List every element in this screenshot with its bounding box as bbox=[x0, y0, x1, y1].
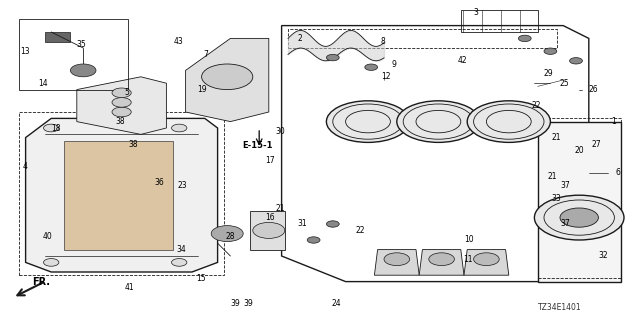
Circle shape bbox=[70, 64, 96, 77]
Polygon shape bbox=[419, 250, 464, 275]
Circle shape bbox=[534, 195, 624, 240]
Text: 15: 15 bbox=[196, 274, 205, 283]
Bar bbox=[461, 10, 538, 32]
Text: 27: 27 bbox=[592, 140, 602, 148]
Circle shape bbox=[518, 35, 531, 42]
Circle shape bbox=[253, 222, 285, 238]
Text: 13: 13 bbox=[20, 47, 30, 56]
Text: 16: 16 bbox=[265, 213, 275, 222]
Text: 36: 36 bbox=[155, 178, 164, 187]
Text: 41: 41 bbox=[125, 284, 134, 292]
Circle shape bbox=[112, 88, 131, 98]
Text: 6: 6 bbox=[616, 168, 621, 177]
Text: 7: 7 bbox=[204, 50, 209, 59]
Text: 21: 21 bbox=[275, 204, 285, 212]
Bar bbox=[250, 211, 285, 250]
Polygon shape bbox=[464, 250, 509, 275]
Circle shape bbox=[307, 237, 320, 243]
Circle shape bbox=[326, 101, 410, 142]
Bar bbox=[288, 29, 557, 48]
Text: TZ34E1401: TZ34E1401 bbox=[538, 303, 581, 312]
Circle shape bbox=[112, 107, 131, 117]
Circle shape bbox=[172, 259, 187, 266]
Circle shape bbox=[44, 259, 59, 266]
Text: 9: 9 bbox=[392, 60, 397, 68]
Text: 42: 42 bbox=[458, 56, 467, 65]
Text: 32: 32 bbox=[598, 252, 608, 260]
Text: 22: 22 bbox=[531, 101, 541, 110]
Text: 18: 18 bbox=[51, 124, 61, 132]
Circle shape bbox=[172, 124, 187, 132]
Polygon shape bbox=[374, 250, 419, 275]
Bar bbox=[538, 118, 621, 278]
Circle shape bbox=[326, 54, 339, 61]
Circle shape bbox=[429, 253, 454, 266]
Text: 43: 43 bbox=[174, 37, 184, 46]
Circle shape bbox=[202, 64, 253, 90]
Bar bbox=[45, 32, 70, 42]
Text: 34: 34 bbox=[176, 245, 186, 254]
Text: 37: 37 bbox=[561, 220, 570, 228]
Text: 28: 28 bbox=[226, 232, 236, 241]
Text: 38: 38 bbox=[115, 117, 125, 126]
Text: 39: 39 bbox=[243, 300, 253, 308]
Circle shape bbox=[112, 98, 131, 107]
Text: 25: 25 bbox=[560, 79, 570, 88]
Text: 8: 8 bbox=[381, 37, 385, 46]
Text: 20: 20 bbox=[575, 146, 584, 155]
Text: 35: 35 bbox=[77, 40, 86, 49]
Circle shape bbox=[326, 221, 339, 227]
Text: 19: 19 bbox=[197, 85, 207, 94]
Text: 39: 39 bbox=[230, 300, 240, 308]
Text: 14: 14 bbox=[38, 79, 48, 88]
Text: 21: 21 bbox=[547, 172, 557, 180]
Text: 21: 21 bbox=[552, 133, 561, 142]
Circle shape bbox=[467, 101, 550, 142]
Text: 33: 33 bbox=[552, 194, 561, 203]
Text: 1: 1 bbox=[611, 117, 616, 126]
Polygon shape bbox=[186, 38, 269, 122]
Text: 24: 24 bbox=[332, 300, 341, 308]
Text: FR.: FR. bbox=[32, 276, 50, 287]
Circle shape bbox=[365, 64, 378, 70]
Polygon shape bbox=[77, 77, 166, 134]
Circle shape bbox=[474, 253, 499, 266]
Bar bbox=[19, 112, 224, 275]
Polygon shape bbox=[538, 122, 621, 282]
Text: 38: 38 bbox=[128, 140, 138, 148]
Text: 12: 12 bbox=[381, 72, 390, 81]
Text: 29: 29 bbox=[544, 69, 554, 78]
Text: 4: 4 bbox=[22, 162, 28, 171]
Text: 5: 5 bbox=[125, 88, 130, 97]
Text: E-15-1: E-15-1 bbox=[242, 141, 273, 150]
Text: 22: 22 bbox=[355, 226, 365, 235]
Text: 3: 3 bbox=[474, 8, 479, 17]
Circle shape bbox=[570, 58, 582, 64]
Text: 26: 26 bbox=[589, 85, 598, 94]
Text: 23: 23 bbox=[178, 181, 188, 190]
Text: 31: 31 bbox=[298, 220, 307, 228]
Polygon shape bbox=[26, 118, 218, 272]
Circle shape bbox=[544, 48, 557, 54]
Circle shape bbox=[44, 124, 59, 132]
Circle shape bbox=[211, 226, 243, 242]
Text: 11: 11 bbox=[463, 255, 473, 264]
Text: 40: 40 bbox=[43, 232, 52, 241]
Text: 10: 10 bbox=[465, 236, 474, 244]
Text: 37: 37 bbox=[560, 181, 570, 190]
Circle shape bbox=[560, 208, 598, 227]
Text: 17: 17 bbox=[265, 156, 275, 164]
Circle shape bbox=[384, 253, 410, 266]
Bar bbox=[19, 19, 128, 90]
Text: 2: 2 bbox=[298, 34, 302, 43]
Polygon shape bbox=[64, 141, 173, 250]
Circle shape bbox=[397, 101, 480, 142]
Text: 30: 30 bbox=[275, 127, 285, 136]
